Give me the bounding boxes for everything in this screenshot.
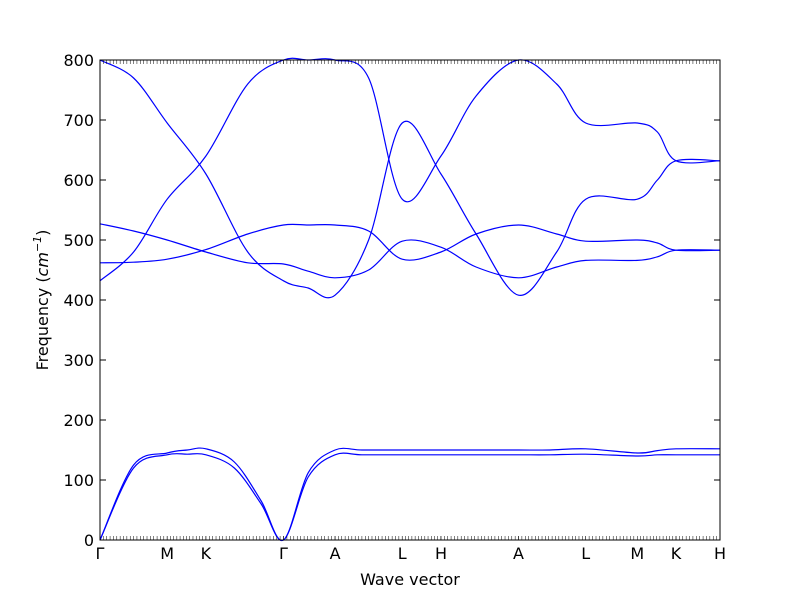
y-tick-label: 500 — [63, 231, 94, 250]
x-tick-label: H — [714, 544, 726, 563]
x-tick-label: A — [513, 544, 524, 563]
y-tick-label: 400 — [63, 291, 94, 310]
x-tick-label: L — [581, 544, 590, 563]
series-lines — [99, 57, 721, 541]
x-tick-label: M — [630, 544, 644, 563]
x-tick-label: K — [671, 544, 682, 563]
x-tick-label: Γ — [96, 544, 105, 563]
y-tick-label: 0 — [84, 531, 94, 550]
x-tick-label: M — [160, 544, 174, 563]
y-tick-label: 300 — [63, 351, 94, 370]
y-tick-label: 100 — [63, 471, 94, 490]
x-axis-title: Wave vector — [360, 570, 460, 589]
x-tick-label: K — [201, 544, 212, 563]
x-tick-label: L — [398, 544, 407, 563]
y-axis-title-unit: cm — [33, 252, 52, 276]
band-line-3 — [99, 59, 721, 299]
minor-ticks — [99, 60, 721, 540]
x-tick-label: A — [330, 544, 341, 563]
x-tick-label: Γ — [279, 544, 288, 563]
band-line-2 — [99, 447, 721, 541]
plot-frame — [99, 59, 721, 541]
band-line-5 — [99, 223, 721, 279]
y-tick-label: 600 — [63, 171, 94, 190]
band-line-1 — [99, 452, 720, 541]
y-axis-title: Frequency (cm−1) — [31, 230, 52, 371]
band-line-6 — [99, 223, 721, 264]
x-tick-label: H — [435, 544, 447, 563]
y-axis-title-main: Frequency ( — [33, 276, 52, 370]
y-tick-label: 800 — [63, 51, 94, 70]
y-tick-label: 700 — [63, 111, 94, 130]
band-line-4 — [99, 57, 721, 282]
y-axis-ticks: 0 100 200 300 400 500 600 700 800 — [63, 51, 720, 550]
y-tick-label: 200 — [63, 411, 94, 430]
y-axis-title-close: ) — [33, 230, 52, 236]
y-axis-title-exp: −1 — [31, 236, 44, 252]
